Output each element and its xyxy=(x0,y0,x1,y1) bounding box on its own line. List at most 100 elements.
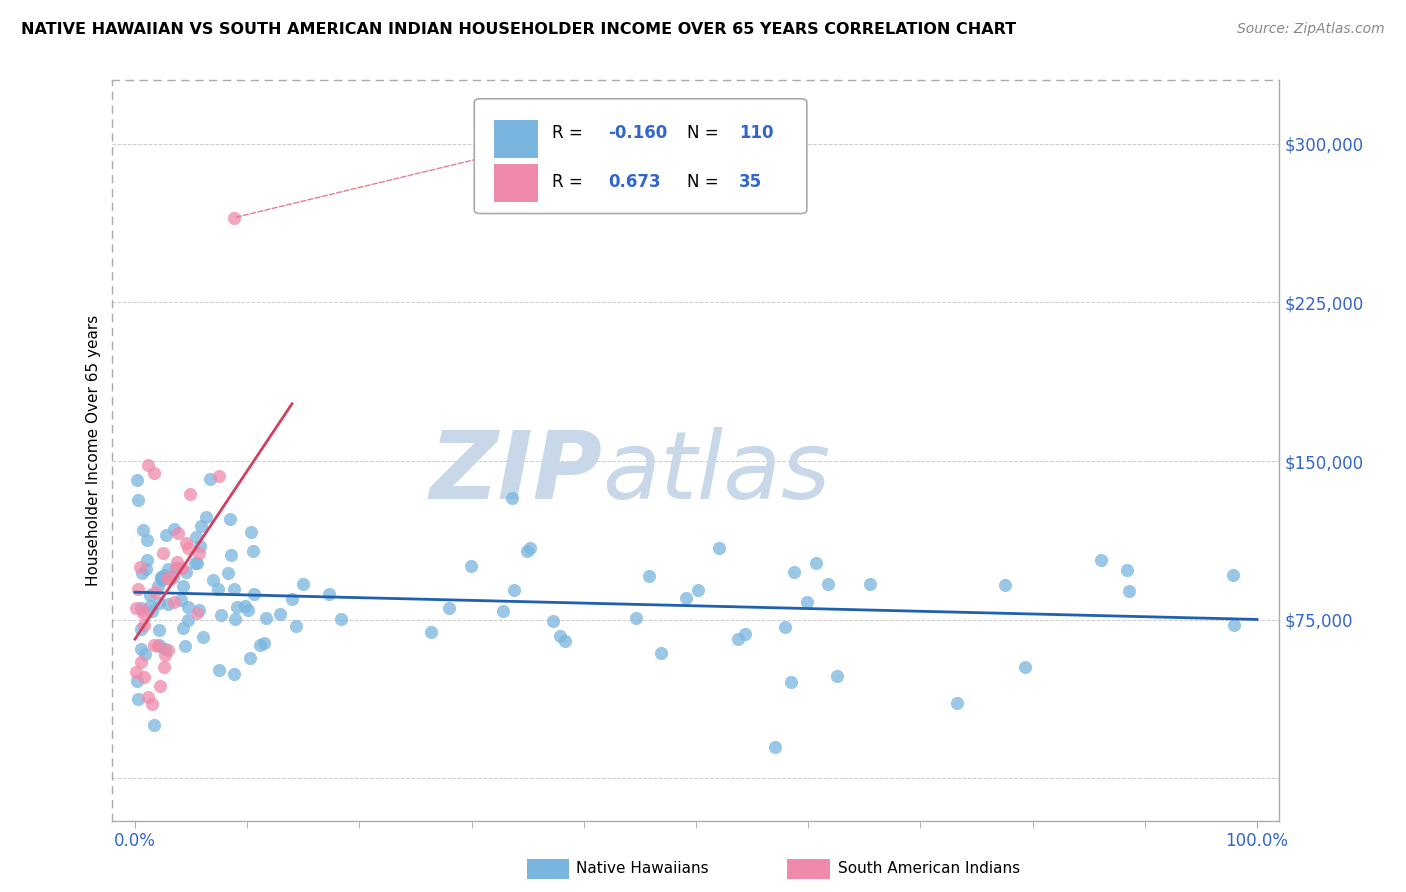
Point xyxy=(330,612,353,626)
Point xyxy=(650,646,672,660)
Point xyxy=(492,604,515,618)
Point xyxy=(131,642,153,657)
Point xyxy=(804,556,827,570)
Point xyxy=(1222,568,1244,582)
Point xyxy=(132,523,155,537)
Point xyxy=(149,679,172,693)
Point xyxy=(132,670,155,684)
Point xyxy=(131,606,153,620)
Point xyxy=(135,562,157,576)
Point xyxy=(153,568,176,582)
Point xyxy=(624,611,647,625)
Point xyxy=(222,667,245,681)
Point xyxy=(139,599,162,614)
FancyBboxPatch shape xyxy=(494,164,538,202)
Text: N =: N = xyxy=(686,173,724,191)
Point xyxy=(249,639,271,653)
Point xyxy=(1090,553,1112,567)
Point xyxy=(148,638,170,652)
Point xyxy=(166,555,188,569)
Y-axis label: Householder Income Over 65 years: Householder Income Over 65 years xyxy=(86,315,101,586)
Point xyxy=(222,211,245,225)
Point xyxy=(136,690,159,705)
Point xyxy=(166,526,188,541)
Point xyxy=(125,665,148,680)
Point xyxy=(172,561,194,575)
Point xyxy=(208,663,231,677)
Point xyxy=(208,469,231,483)
Point xyxy=(254,611,277,625)
Point xyxy=(174,536,197,550)
Point xyxy=(817,577,839,591)
Point xyxy=(191,630,214,644)
Point xyxy=(177,599,200,614)
Point xyxy=(141,697,163,711)
Point xyxy=(146,579,169,593)
Point xyxy=(132,617,155,632)
Point xyxy=(141,604,163,618)
Point xyxy=(149,571,172,585)
Point xyxy=(153,660,176,674)
Point xyxy=(176,613,198,627)
Point xyxy=(946,696,969,710)
Point xyxy=(419,625,441,640)
Point xyxy=(190,519,212,533)
Point xyxy=(637,569,659,583)
Point xyxy=(139,588,162,602)
Point xyxy=(127,692,149,706)
Text: atlas: atlas xyxy=(603,427,831,518)
Point xyxy=(155,528,177,542)
Point xyxy=(727,632,749,646)
Text: R =: R = xyxy=(553,124,589,142)
Point xyxy=(129,559,152,574)
Point xyxy=(219,548,242,562)
Point xyxy=(252,636,274,650)
Point xyxy=(177,541,200,556)
Text: R =: R = xyxy=(553,173,589,191)
Text: Source: ZipAtlas.com: Source: ZipAtlas.com xyxy=(1237,22,1385,37)
Point xyxy=(150,573,173,587)
Point xyxy=(131,566,153,580)
Point xyxy=(226,599,249,614)
Point xyxy=(519,541,541,555)
Point xyxy=(281,591,304,606)
Point xyxy=(150,570,173,584)
Point xyxy=(201,574,224,588)
Point xyxy=(127,673,149,688)
Text: Native Hawaiians: Native Hawaiians xyxy=(576,862,709,876)
Point xyxy=(780,675,803,690)
Point xyxy=(224,611,246,625)
Point xyxy=(207,582,229,596)
Point xyxy=(218,512,240,526)
Text: -0.160: -0.160 xyxy=(609,124,668,142)
Point xyxy=(145,584,167,599)
Point xyxy=(186,556,208,570)
Point xyxy=(153,641,176,656)
Point xyxy=(156,570,179,584)
Point xyxy=(179,487,201,501)
Point xyxy=(437,601,460,615)
Point xyxy=(217,566,239,580)
Point xyxy=(143,718,166,732)
Point xyxy=(209,607,232,622)
Point xyxy=(132,603,155,617)
Point xyxy=(1116,563,1139,577)
Point xyxy=(176,565,198,579)
Point xyxy=(170,593,193,607)
Text: South American Indians: South American Indians xyxy=(838,862,1021,876)
Point xyxy=(129,600,152,615)
Point xyxy=(188,539,211,553)
Point xyxy=(318,587,340,601)
Point xyxy=(142,466,165,480)
Point xyxy=(156,643,179,657)
Point xyxy=(285,619,308,633)
Point xyxy=(858,577,880,591)
Point xyxy=(503,583,526,598)
Point xyxy=(501,491,523,505)
Point xyxy=(1118,584,1140,599)
Point xyxy=(186,530,208,544)
Point xyxy=(548,629,571,643)
Point xyxy=(172,579,194,593)
Text: 35: 35 xyxy=(740,173,762,191)
Point xyxy=(186,606,208,620)
